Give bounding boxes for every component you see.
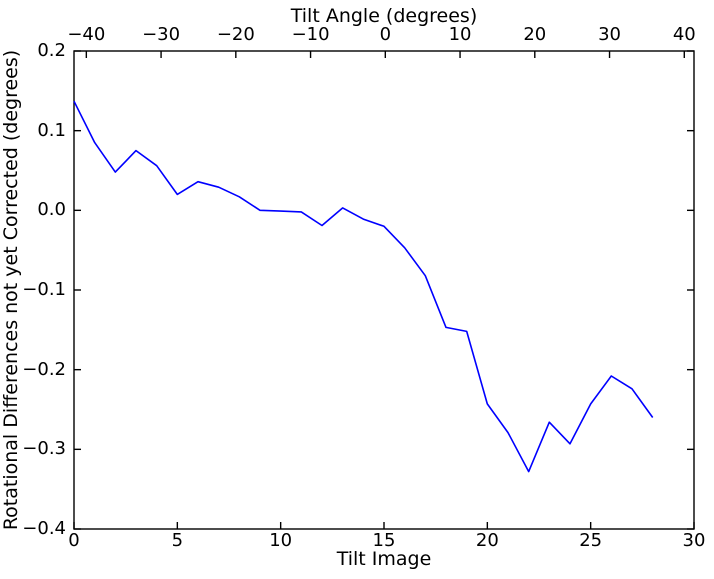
top-tick-label: 20 <box>523 24 547 45</box>
top-tick-label: 0 <box>379 24 392 45</box>
x-tick-label: 15 <box>372 530 396 551</box>
axes-frame <box>73 50 695 530</box>
x-tick-label: 20 <box>475 530 499 551</box>
y-tick-label: −0.4 <box>22 518 66 539</box>
top-tick-label: −30 <box>142 24 181 45</box>
x-tick-label: 30 <box>682 530 706 551</box>
y-tick-label: 0.2 <box>37 40 66 61</box>
top-tick-label: 30 <box>598 24 621 45</box>
y-tick-label: −0.1 <box>22 279 66 300</box>
top-tick-label: −40 <box>67 24 106 45</box>
x-tick-label: 5 <box>171 530 184 551</box>
top-tick-label: −10 <box>291 24 330 45</box>
top-tick-label: 40 <box>672 24 696 45</box>
top-axis-title: Tilt Angle (degrees) <box>290 5 478 27</box>
x-axis-title: Tilt Image <box>336 548 432 570</box>
y-tick-label: 0.0 <box>37 199 66 221</box>
top-tick-label: 10 <box>448 24 472 45</box>
data-line <box>73 100 654 473</box>
y-tick-label: 0.1 <box>37 119 66 141</box>
y-tick-label: −0.3 <box>22 438 66 460</box>
y-tick-label: −0.2 <box>22 358 66 380</box>
x-tick-label: 10 <box>269 530 293 551</box>
tick-marks <box>73 50 695 530</box>
x-tick-label: 25 <box>579 530 603 551</box>
x-tick-label: 0 <box>68 530 80 551</box>
top-tick-label: −20 <box>216 24 255 45</box>
